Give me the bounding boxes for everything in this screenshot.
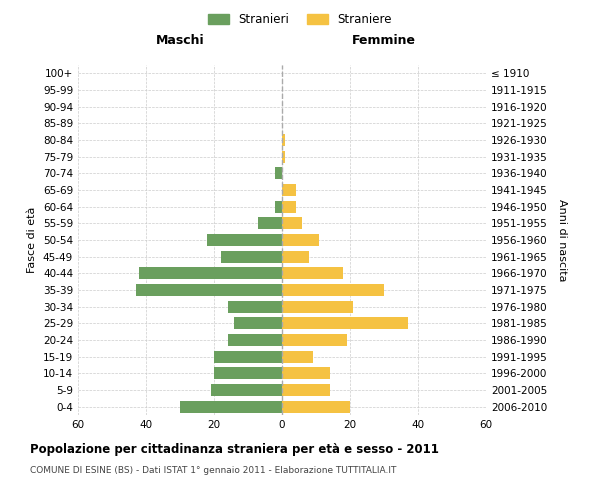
Text: COMUNE DI ESINE (BS) - Dati ISTAT 1° gennaio 2011 - Elaborazione TUTTITALIA.IT: COMUNE DI ESINE (BS) - Dati ISTAT 1° gen…	[30, 466, 397, 475]
Bar	[136, 284, 282, 296]
Text: Femmine: Femmine	[352, 34, 416, 48]
Bar	[227, 300, 282, 312]
Bar	[180, 400, 282, 412]
Bar	[282, 200, 296, 212]
Bar	[282, 284, 384, 296]
Bar	[227, 334, 282, 346]
Y-axis label: Anni di nascita: Anni di nascita	[557, 198, 567, 281]
Bar	[221, 250, 282, 262]
Bar	[235, 318, 282, 330]
Text: Maschi: Maschi	[155, 34, 205, 48]
Bar	[282, 250, 309, 262]
Bar	[207, 234, 282, 246]
Bar	[282, 334, 347, 346]
Bar	[282, 350, 313, 362]
Bar	[282, 368, 329, 380]
Bar	[211, 384, 282, 396]
Bar	[282, 268, 343, 280]
Bar	[282, 218, 302, 230]
Bar	[214, 350, 282, 362]
Bar	[282, 384, 329, 396]
Bar	[214, 368, 282, 380]
Bar	[282, 400, 350, 412]
Bar	[282, 318, 408, 330]
Bar	[275, 200, 282, 212]
Y-axis label: Fasce di età: Fasce di età	[28, 207, 37, 273]
Legend: Stranieri, Straniere: Stranieri, Straniere	[203, 8, 397, 31]
Bar	[275, 168, 282, 179]
Bar	[258, 218, 282, 230]
Bar	[282, 234, 319, 246]
Bar	[282, 184, 296, 196]
Bar	[139, 268, 282, 280]
Bar	[282, 300, 353, 312]
Bar	[282, 150, 286, 162]
Text: Popolazione per cittadinanza straniera per età e sesso - 2011: Popolazione per cittadinanza straniera p…	[30, 442, 439, 456]
Bar	[282, 134, 286, 146]
